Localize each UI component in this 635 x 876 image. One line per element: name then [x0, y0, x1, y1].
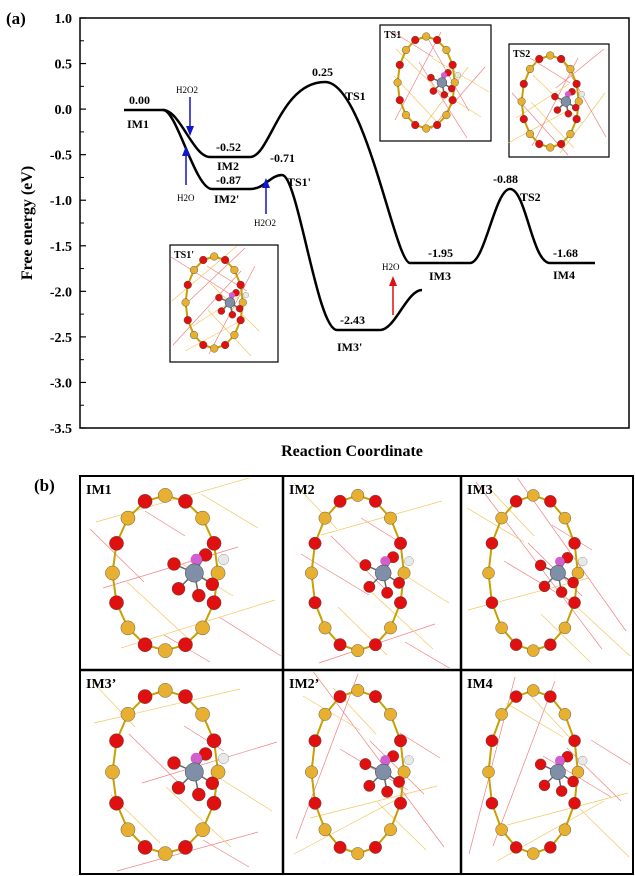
- level-label-TS2: TS2: [520, 190, 541, 204]
- level-value-TS1: 0.25: [312, 65, 333, 79]
- level-label-TS1p: TS1': [287, 175, 311, 189]
- inset-molecule-ts2: [507, 48, 607, 156]
- structure-molecule: [91, 680, 278, 872]
- structure-cell: IM2’: [289, 672, 445, 861]
- inset-molecule-ts1p: [170, 245, 260, 357]
- inset-ts1p: TS1': [169, 244, 279, 363]
- inset-ts1: TS1: [379, 24, 492, 142]
- structure-label: IM4: [467, 677, 493, 692]
- structure-cell: IM3: [466, 478, 631, 663]
- structure-label: IM3: [467, 483, 493, 498]
- annotation-text-h2o-a: H2O: [177, 193, 195, 203]
- level-value-IM3p: -2.43: [340, 313, 365, 327]
- level-value-IM4: -1.68: [553, 246, 578, 260]
- x-axis-title: Reaction Coordinate: [281, 443, 423, 460]
- structure-grid: IM1 IM2 IM3 IM3’ IM2’ IM4: [79, 475, 634, 875]
- y-tick-label: 0.0: [55, 103, 73, 118]
- level-value-IM2p: -0.87: [216, 173, 241, 187]
- inset-title-ts2: TS2: [513, 49, 530, 60]
- structure-molecule: [466, 478, 631, 663]
- level-label-IM1: IM1: [127, 117, 149, 131]
- y-tick-label: -2.0: [50, 285, 72, 300]
- structure-cell: IM3’: [86, 677, 278, 872]
- level-value-TS1p: -0.71: [270, 151, 295, 165]
- annotation-h2o-a: H2O: [177, 146, 195, 203]
- y-tick-label: -3.0: [50, 376, 72, 391]
- level-value-IM2: -0.52: [216, 140, 241, 154]
- structure-cell: IM2: [289, 482, 450, 668]
- level-label-IM3: IM3: [429, 269, 451, 283]
- y-tick-label: -1.5: [50, 240, 72, 255]
- annotation-text-h2o2-a: H2O2: [176, 85, 198, 95]
- path-branch: [162, 108, 423, 332]
- y-axis-title: Free energy (eV): [19, 166, 36, 280]
- level-label-IM3p: IM3': [337, 340, 362, 354]
- y-tick-label: -3.5: [50, 422, 72, 437]
- y-tick-label: -2.5: [50, 331, 72, 346]
- inset-ts2: TS2: [507, 43, 610, 158]
- annotation-text-h2o-b: H2O: [382, 262, 400, 272]
- annotation-h2o2-a: H2O2: [176, 85, 198, 136]
- y-tick-label: -0.5: [50, 149, 72, 164]
- inset-molecule-ts1: [392, 31, 490, 139]
- structure-molecule: [89, 478, 281, 663]
- structure-molecule: [293, 672, 445, 861]
- structure-cell: IM4: [467, 676, 631, 862]
- inset-title-ts1p: TS1': [174, 250, 194, 261]
- level-label-IM2: IM2: [217, 159, 239, 173]
- level-value-IM1: 0.00: [129, 93, 150, 107]
- structure-label: IM2: [289, 483, 315, 498]
- energy-profile-chart: 1.0 0.5 0.0 -0.5 -1.0 -1.5 -2.0 -2.5 -3.0 -3.5 Fr…: [19, 12, 630, 460]
- structure-cell: IM1: [86, 478, 281, 663]
- path-main: [124, 80, 595, 265]
- panel-b-letter: (b): [34, 476, 55, 495]
- y-tick-label: 0.5: [55, 58, 73, 73]
- panel-a-letter: (a): [6, 9, 26, 28]
- inset-title-ts1: TS1: [384, 30, 401, 41]
- structure-molecule: [293, 482, 450, 668]
- level-value-TS2: -0.88: [493, 172, 518, 186]
- annotation-h2o2-b: H2O2: [254, 178, 276, 228]
- level-value-IM3: -1.95: [428, 246, 453, 260]
- structure-label: IM1: [86, 483, 112, 498]
- level-label-TS1: TS1: [345, 89, 366, 103]
- level-label-IM4: IM4: [553, 268, 575, 282]
- structure-molecule: [468, 676, 631, 862]
- y-axis-ticks: 1.0 0.5 0.0 -0.5 -1.0 -1.5 -2.0 -2.5 -3.0 -3.5: [50, 12, 86, 437]
- level-label-IM2p: IM2': [214, 192, 239, 206]
- y-tick-label: -1.0: [50, 194, 72, 209]
- annotation-text-h2o2-b: H2O2: [254, 218, 276, 228]
- y-tick-label: 1.0: [55, 12, 73, 27]
- structure-label: IM2’: [289, 677, 319, 692]
- annotation-h2o-b: H2O: [382, 262, 400, 315]
- structure-label: IM3’: [86, 677, 116, 692]
